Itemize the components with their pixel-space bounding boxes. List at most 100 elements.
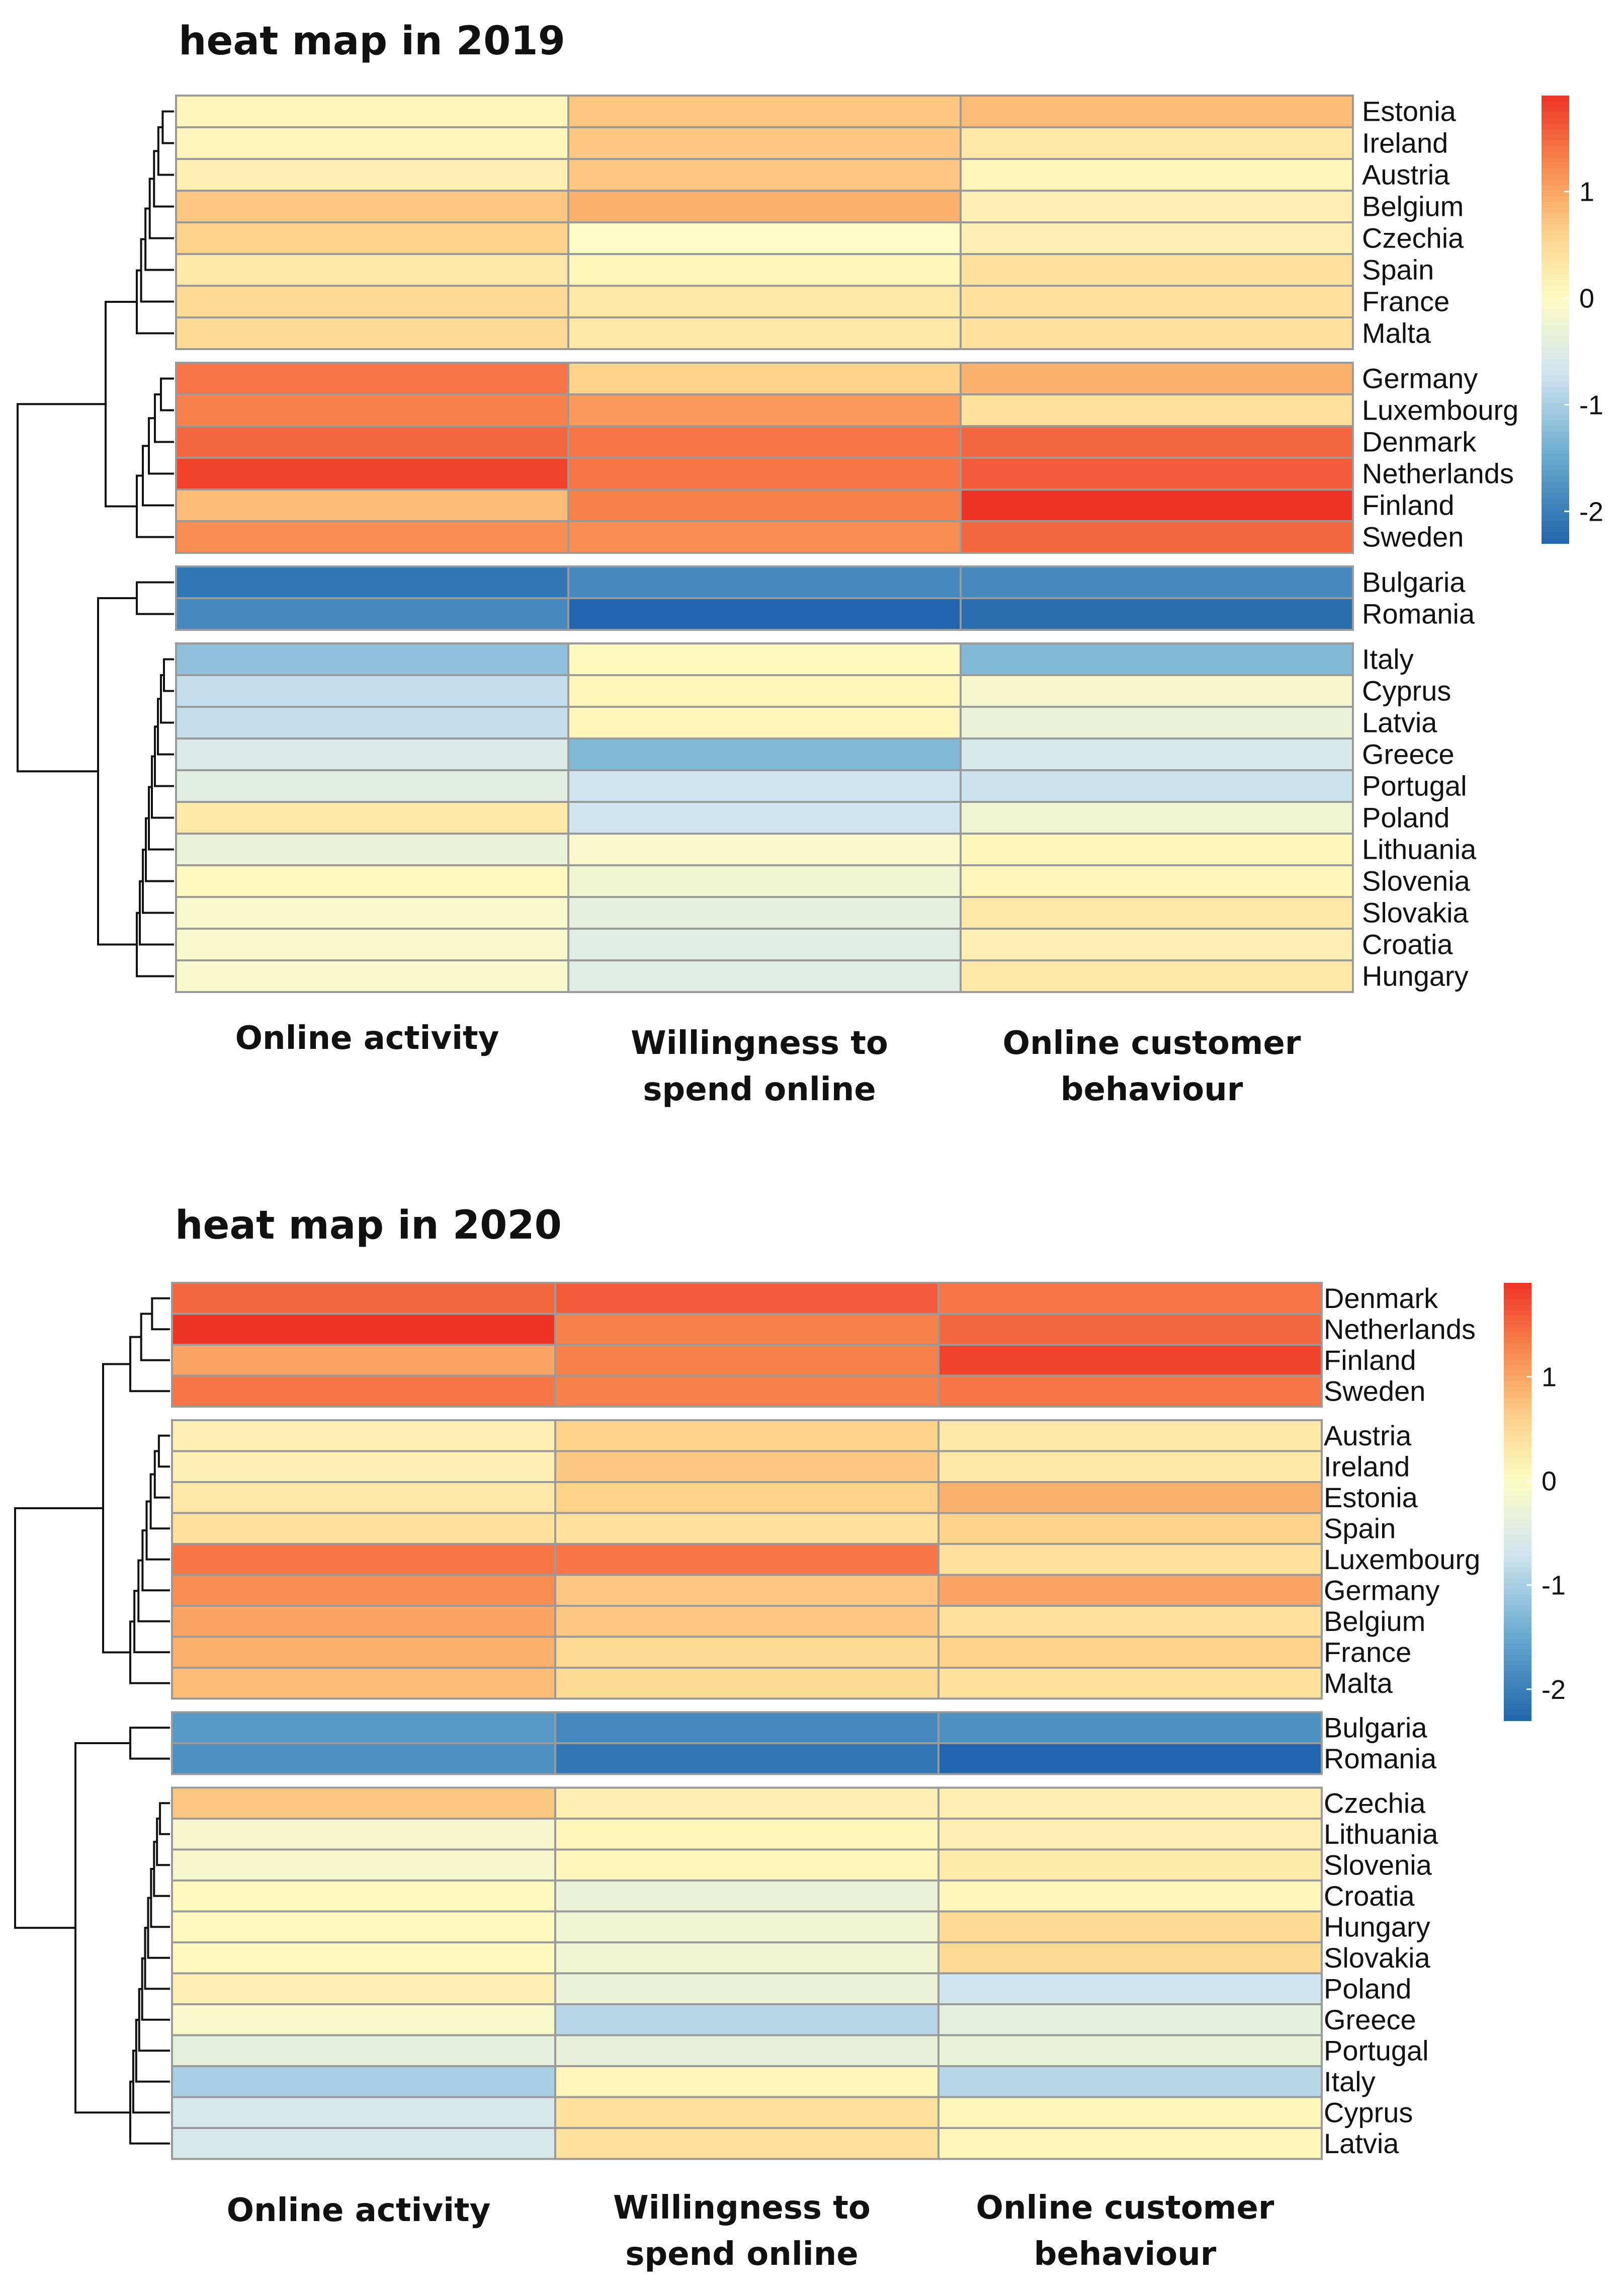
cell-slovenia-online-customer-behaviour [937, 1848, 1323, 1881]
row-label-finland: Finland [1362, 489, 1455, 521]
cell-estonia-online-customer-behaviour [937, 1481, 1323, 1514]
cell-czechia-willingness-to-spend-online [567, 221, 962, 255]
cell-hungary-online-activity [171, 1910, 556, 1943]
legend-swatch [1504, 1365, 1531, 1371]
cell-latvia-willingness-to-spend-online [567, 706, 962, 740]
legend-tick-label: -1 [1542, 1571, 1566, 1601]
row-label-greece: Greece [1362, 739, 1455, 770]
legend-swatch [1542, 308, 1569, 314]
legend-swatch [1542, 157, 1569, 163]
dendrogram-branch [147, 1897, 170, 1959]
row-label-netherlands: Netherlands [1324, 1313, 1476, 1345]
cell-lithuania-willingness-to-spend-online [554, 1818, 939, 1851]
legend-swatch [1542, 174, 1569, 180]
legend-swatch [1504, 1386, 1531, 1393]
legend-swatch [1504, 1480, 1531, 1486]
dendrogram-branch [144, 207, 174, 271]
cell-latvia-online-activity [175, 706, 569, 740]
legend-swatch [1542, 448, 1569, 454]
cell-portugal-online-activity [171, 2034, 556, 2067]
cell-italy-online-customer-behaviour [960, 642, 1354, 676]
row-label-luxembourg: Luxembourg [1324, 1543, 1480, 1575]
cell-belgium-online-activity [175, 190, 569, 223]
legend-swatch [1504, 1573, 1531, 1579]
cell-cyprus-online-customer-behaviour [960, 674, 1354, 708]
legend-swatch [1542, 409, 1569, 416]
cell-slovakia-online-activity [171, 1941, 556, 1975]
cell-latvia-online-customer-behaviour [937, 2127, 1323, 2160]
cell-belgium-online-customer-behaviour [960, 190, 1354, 223]
legend-swatch [1504, 1698, 1531, 1705]
column-label-willingness-to-spend-online-line-2: spend online [625, 2236, 858, 2273]
cell-bulgaria-online-activity [175, 565, 569, 599]
legend-swatch [1542, 252, 1569, 259]
legend-swatch [1542, 247, 1569, 253]
cell-poland-willingness-to-spend-online [567, 801, 962, 835]
legend-swatch [1504, 1518, 1531, 1524]
dendrogram-root [14, 1507, 103, 1929]
legend-swatch [1504, 1485, 1531, 1492]
cell-croatia-online-activity [171, 1879, 556, 1913]
cell-romania-online-activity [175, 597, 569, 631]
cell-netherlands-willingness-to-spend-online [554, 1313, 939, 1346]
legend-swatch [1504, 1304, 1531, 1311]
legend-swatch [1542, 459, 1569, 466]
cell-hungary-online-activity [175, 959, 569, 993]
legend-swatch [1504, 1709, 1531, 1716]
legend-swatch [1542, 336, 1569, 343]
row-label-denmark: Denmark [1324, 1282, 1438, 1314]
legend-swatch [1504, 1354, 1531, 1360]
cell-slovakia-willingness-to-spend-online [567, 896, 962, 930]
column-labels-2020: Online activity Willingness to spend onlin… [227, 2189, 1274, 2273]
cell-hungary-willingness-to-spend-online [554, 1910, 939, 1943]
legend-swatch [1504, 1529, 1531, 1535]
legend-swatch [1504, 1332, 1531, 1338]
cell-germany-willingness-to-spend-online [567, 362, 962, 395]
cell-greece-online-customer-behaviour [960, 738, 1354, 771]
column-label-online-activity: Online activity [235, 1020, 499, 1057]
cell-bulgaria-online-customer-behaviour [960, 565, 1354, 599]
cell-lithuania-online-customer-behaviour [960, 833, 1354, 866]
legend-swatch [1542, 499, 1569, 505]
cell-poland-online-activity [171, 1972, 556, 2005]
cell-sweden-online-activity [171, 1374, 556, 1408]
cell-cyprus-online-activity [171, 2096, 556, 2129]
cell-slovenia-willingness-to-spend-online [567, 864, 962, 898]
cell-latvia-willingness-to-spend-online [554, 2127, 939, 2160]
legend-swatch [1542, 123, 1569, 130]
cell-netherlands-online-customer-behaviour [937, 1313, 1323, 1346]
legend-swatch [1504, 1337, 1531, 1344]
legend-swatch [1542, 442, 1569, 449]
cell-croatia-online-customer-behaviour [960, 928, 1354, 961]
dendrogram-branch [140, 1313, 170, 1361]
cell-finland-willingness-to-spend-online [567, 488, 962, 522]
legend-swatch [1504, 1452, 1531, 1458]
legend-swatch [1504, 1310, 1531, 1317]
cell-cyprus-online-customer-behaviour [937, 2096, 1323, 2129]
cell-bulgaria-willingness-to-spend-online [554, 1711, 939, 1744]
cell-portugal-willingness-to-spend-online [567, 769, 962, 803]
legend-swatch [1542, 537, 1569, 544]
row-label-romania: Romania [1324, 1743, 1437, 1774]
legend-swatch [1542, 151, 1569, 158]
legend-swatch [1504, 1496, 1531, 1502]
cell-italy-online-customer-behaviour [937, 2065, 1323, 2098]
cell-lithuania-willingness-to-spend-online [567, 833, 962, 866]
row-label-belgium: Belgium [1362, 191, 1464, 222]
legend-swatch [1542, 107, 1569, 113]
legend-swatch [1542, 230, 1569, 236]
legend-swatch [1542, 280, 1569, 287]
cell-romania-willingness-to-spend-online [567, 597, 962, 631]
legend-swatch [1504, 1649, 1531, 1656]
legend-swatch [1542, 129, 1569, 135]
legend-swatch [1542, 179, 1569, 186]
cell-netherlands-willingness-to-spend-online [567, 457, 962, 490]
legend-swatch [1504, 1715, 1531, 1721]
heatmap-cells-2020 [171, 1282, 1323, 2160]
row-label-poland: Poland [1324, 1973, 1411, 2004]
legend-swatch [1542, 146, 1569, 152]
legend-swatch [1542, 196, 1569, 203]
column-label-willingness-to-spend-online-line-1: Willingness to [613, 2189, 871, 2227]
cell-malta-willingness-to-spend-online [567, 316, 962, 350]
